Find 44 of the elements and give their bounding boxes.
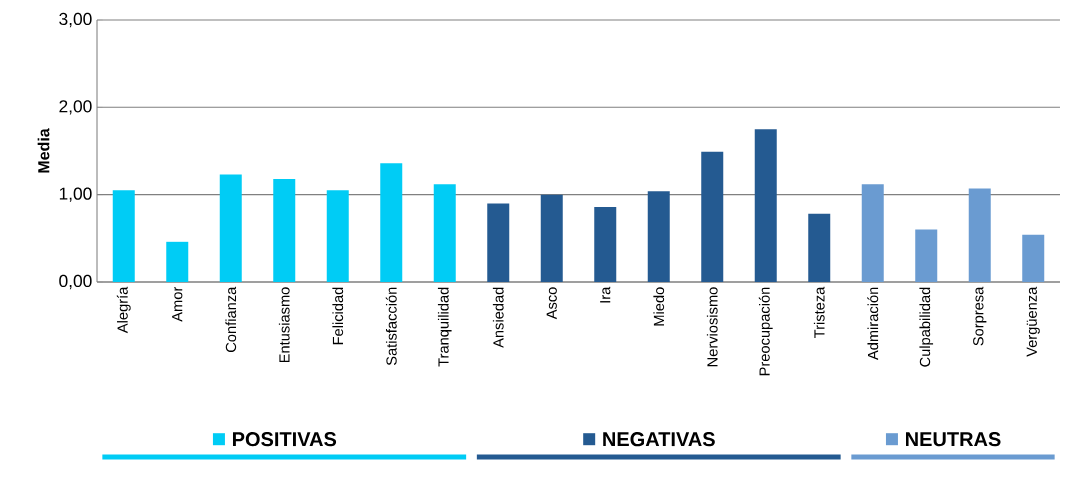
- bar: [594, 206, 617, 282]
- x-tick-label: Alegría: [116, 286, 131, 334]
- x-tick-label: Ira: [600, 286, 611, 303]
- x-tick-label: Miedo: [653, 287, 665, 326]
- bar: [915, 229, 938, 282]
- y-tick-label: 1,00: [59, 187, 92, 202]
- bar: [968, 188, 991, 282]
- bar: [647, 191, 670, 282]
- x-tick-label: Nerviosismo: [706, 287, 718, 367]
- x-tick-label: Tristeza: [813, 286, 825, 338]
- x-tick-label: Admiración: [867, 287, 879, 361]
- legend-label: NEUTRAS: [906, 432, 1001, 447]
- y-axis-title: Media: [37, 128, 50, 173]
- x-tick-label: Entusiasmo: [278, 287, 290, 363]
- bar: [540, 194, 563, 282]
- x-tick-label: Culpabilidad: [919, 287, 934, 367]
- x-tick-label: Ansiedad: [492, 287, 504, 348]
- x-tick-label: Felicidad: [332, 287, 344, 345]
- bar: [861, 184, 884, 282]
- x-tick-label: Satisfacción: [385, 287, 397, 366]
- x-tick-label: Amor: [172, 286, 183, 322]
- bar: [754, 129, 777, 282]
- bar: [166, 241, 189, 282]
- y-tick-label: 2,00: [59, 100, 92, 115]
- y-tick-label: 3,00: [59, 12, 92, 28]
- bar: [326, 190, 349, 282]
- bar: [808, 213, 831, 282]
- bar: [701, 151, 724, 282]
- x-tick-label: Preocupación: [758, 287, 773, 376]
- y-tick-label: 0,00: [59, 274, 92, 290]
- x-tick-label: Confianza: [225, 286, 237, 352]
- bar: [1022, 234, 1045, 282]
- bar: [219, 174, 242, 282]
- bar: [273, 178, 296, 282]
- legend-label: NEGATIVAS: [603, 432, 715, 447]
- bar: [380, 163, 403, 282]
- x-tick-label: Asco: [546, 287, 557, 320]
- legend-label: POSITIVAS: [232, 432, 337, 447]
- bar: [433, 184, 456, 282]
- x-tick-label: Sorpresa: [973, 286, 987, 346]
- bar: [487, 203, 510, 282]
- x-tick-label: Tranquilidad: [437, 287, 452, 367]
- bar: [112, 190, 135, 282]
- x-tick-label: Vergüenza: [1026, 286, 1040, 357]
